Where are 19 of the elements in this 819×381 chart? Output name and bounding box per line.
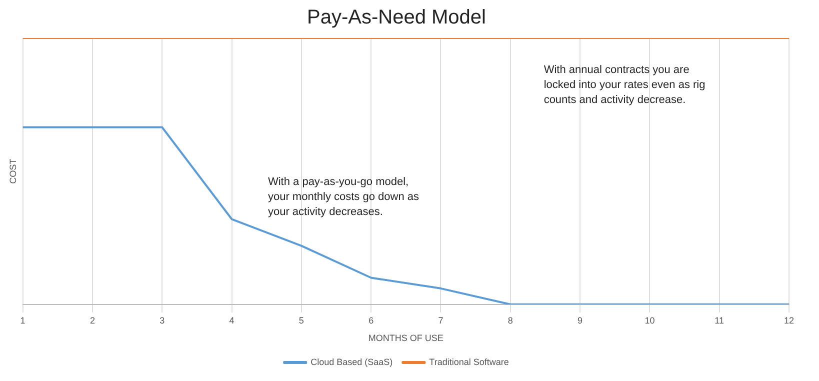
x-tick-label: 6: [368, 315, 374, 326]
annotation: With annual contracts you are locked into your rates even as rig counts and activity decrease.: [544, 63, 706, 108]
x-tick-label: 5: [298, 315, 304, 326]
x-tick-label: 11: [714, 315, 724, 326]
x-tick-label: 3: [160, 315, 165, 326]
annotation: With a pay-as-you-go model, your monthly costs go down as your activity decreases.: [268, 175, 420, 220]
chart-title: Pay-As-Need Model: [307, 6, 486, 29]
x-tick-label: 8: [508, 315, 513, 326]
x-tick-label: 1: [20, 315, 26, 326]
x-tick-label: 4: [229, 315, 234, 326]
x-tick-label: 2: [90, 315, 95, 326]
x-tick-label: 10: [644, 315, 655, 326]
x-tick-label: 7: [438, 315, 444, 326]
y-axis-title: COST: [8, 158, 18, 184]
legend-label: Cloud Based (SaaS): [310, 356, 393, 367]
x-tick-label: 9: [578, 315, 583, 326]
x-tick-label: 12: [784, 315, 794, 326]
x-axis-title: MONTHS OF USE: [368, 333, 444, 344]
legend-label: Traditional Software: [429, 356, 509, 367]
